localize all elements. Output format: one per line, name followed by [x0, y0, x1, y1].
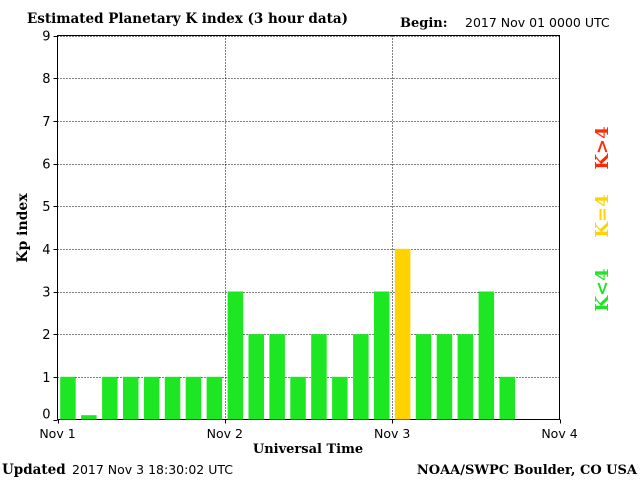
- kp-bar: [143, 376, 160, 420]
- kp-bar: [332, 376, 348, 420]
- begin-value: 2017 Nov 01 0000 UTC: [465, 15, 610, 30]
- kp-bar: [457, 334, 474, 420]
- x-axis-label: Universal Time: [253, 442, 363, 457]
- kp-bar: [164, 376, 181, 420]
- kp-bar: [102, 376, 118, 420]
- chart-title: Estimated Planetary K index (3 hour data…: [27, 11, 348, 27]
- x-tick-label: Nov 4: [541, 426, 577, 441]
- kp-bar: [290, 376, 306, 420]
- y-tick-label: 5: [42, 200, 50, 215]
- y-tick-label: 1: [42, 371, 50, 386]
- x-tick-label: Nov 3: [374, 426, 410, 441]
- kp-bar: [60, 376, 76, 420]
- kp-bar: [123, 376, 139, 420]
- legend-k-less-4: K<4: [592, 268, 613, 311]
- x-axis-ticks: Nov 1 Nov 2 Nov 3 Nov 4: [39, 419, 578, 441]
- updated-value: 2017 Nov 3 18:30:02 UTC: [72, 462, 233, 477]
- kp-bar: [81, 415, 97, 420]
- updated-label: Updated: [2, 462, 66, 478]
- kp-bar: [227, 291, 244, 420]
- grid-lines: [57, 35, 560, 420]
- kp-bar: [415, 334, 432, 420]
- y-axis-label: Kp index: [15, 193, 31, 263]
- plot-frame: [57, 35, 560, 420]
- kp-bar: [311, 334, 327, 420]
- y-tick-label: 8: [42, 72, 50, 87]
- begin-label: Begin:: [400, 16, 448, 31]
- y-tick-label: 3: [42, 286, 50, 301]
- y-tick-label: 4: [42, 243, 50, 258]
- kp-bar: [248, 334, 264, 420]
- y-tick-label: 9: [42, 30, 50, 45]
- y-axis-ticks: 0 1 2 3 4 5 6 7 8 9: [42, 30, 58, 423]
- y-tick-label: 0: [42, 408, 50, 423]
- kp-bar: [374, 291, 390, 420]
- legend-k-greater-4: K>4: [592, 126, 613, 169]
- y-tick-label: 6: [42, 158, 50, 173]
- kp-bar: [353, 334, 369, 420]
- x-tick-label: Nov 1: [39, 426, 75, 441]
- source-credit: NOAA/SWPC Boulder, CO USA: [417, 463, 638, 478]
- kp-bar: [436, 334, 453, 420]
- kp-bar: [394, 248, 411, 420]
- kp-bar: [478, 291, 495, 420]
- kp-bar: [206, 376, 223, 420]
- kp-bar: [269, 334, 285, 420]
- kp-bar: [499, 376, 515, 420]
- bar-series: [60, 248, 515, 420]
- kp-bar: [185, 376, 202, 420]
- y-tick-label: 2: [42, 328, 50, 343]
- x-tick-label: Nov 2: [207, 426, 243, 441]
- y-tick-label: 7: [42, 115, 50, 130]
- legend-k-equal-4: K=4: [592, 194, 613, 237]
